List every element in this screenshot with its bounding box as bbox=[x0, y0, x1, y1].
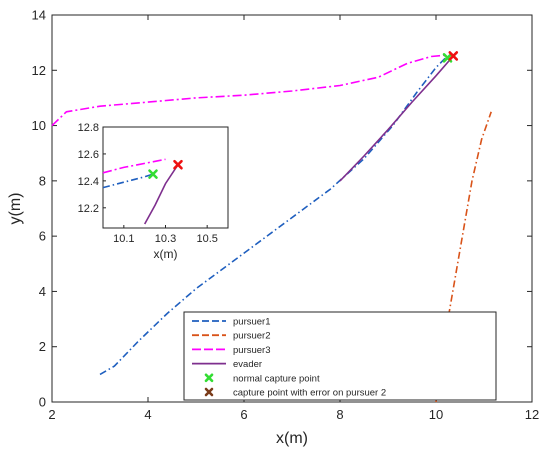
y-tick-label: 14 bbox=[32, 8, 46, 23]
inset-series-line-pursuer3 bbox=[102, 158, 166, 174]
inset-y-tick-label: 12.6 bbox=[78, 149, 99, 161]
error-capture-marker bbox=[448, 51, 459, 61]
inset-y-tick-label: 12.4 bbox=[78, 176, 99, 188]
y-tick-label: 8 bbox=[39, 173, 46, 188]
inset-x-tick-label: 10.1 bbox=[113, 233, 134, 245]
inset-zoom-plot: 10.1 10.3 10.5 12.2 12.4 12.6 12.8 bbox=[78, 122, 229, 245]
x-axis-label: x(m) bbox=[276, 430, 308, 447]
x-tick-label: 12 bbox=[525, 407, 539, 422]
inset-series-line-evader bbox=[143, 164, 179, 225]
y-tick-label: 2 bbox=[39, 339, 46, 354]
y-tick-label: 10 bbox=[32, 118, 46, 133]
legend-marker-4 bbox=[204, 373, 214, 383]
inset-error-capture-marker bbox=[173, 159, 183, 170]
legend-entry-label: pursuer2 bbox=[233, 331, 271, 342]
y-axis-label: y(m) bbox=[7, 193, 24, 225]
x-tick-label: 4 bbox=[144, 407, 151, 422]
x-tick-label: 8 bbox=[336, 407, 343, 422]
inset-y-tick-label: 12.2 bbox=[78, 203, 99, 215]
legend-box bbox=[183, 311, 497, 401]
legend-entry-label: pursuer1 bbox=[233, 317, 271, 328]
inset-series-line-pursuer1 bbox=[102, 173, 154, 189]
x-tick-label: 10 bbox=[429, 407, 443, 422]
legend-marker-5 bbox=[204, 387, 214, 397]
x-tick-label: 6 bbox=[240, 407, 247, 422]
series-line-pursuer1 bbox=[99, 57, 447, 376]
y-tick-label: 12 bbox=[32, 63, 46, 78]
y-tick-label: 4 bbox=[39, 284, 46, 299]
inset-normal-capture-marker bbox=[148, 169, 158, 179]
series-line-pursuer3 bbox=[51, 54, 446, 127]
legend-entry-label: capture point with error on pursuer 2 bbox=[233, 388, 386, 399]
legend-entry-label: pursuer3 bbox=[233, 345, 271, 356]
series-line-pursuer2 bbox=[435, 111, 492, 403]
inset-frame bbox=[102, 126, 229, 229]
x-tick-label: 2 bbox=[48, 407, 55, 422]
inset-x-axis-label: x(m) bbox=[154, 247, 178, 261]
inset-x-tick-label: 10.5 bbox=[196, 233, 217, 245]
inset-y-tick-label: 12.8 bbox=[78, 122, 99, 134]
legend: pursuer1 pursuer2 pursuer3 evader normal cap… bbox=[183, 311, 497, 401]
y-tick-label: 6 bbox=[39, 229, 46, 244]
y-tick-label: 0 bbox=[39, 395, 46, 410]
legend-entry-label: normal capture point bbox=[233, 373, 320, 384]
plot-frame bbox=[51, 14, 533, 403]
legend-entry-label: evader bbox=[233, 359, 262, 370]
series-line-evader bbox=[339, 55, 454, 182]
inset-x-tick-label: 10.3 bbox=[155, 233, 176, 245]
